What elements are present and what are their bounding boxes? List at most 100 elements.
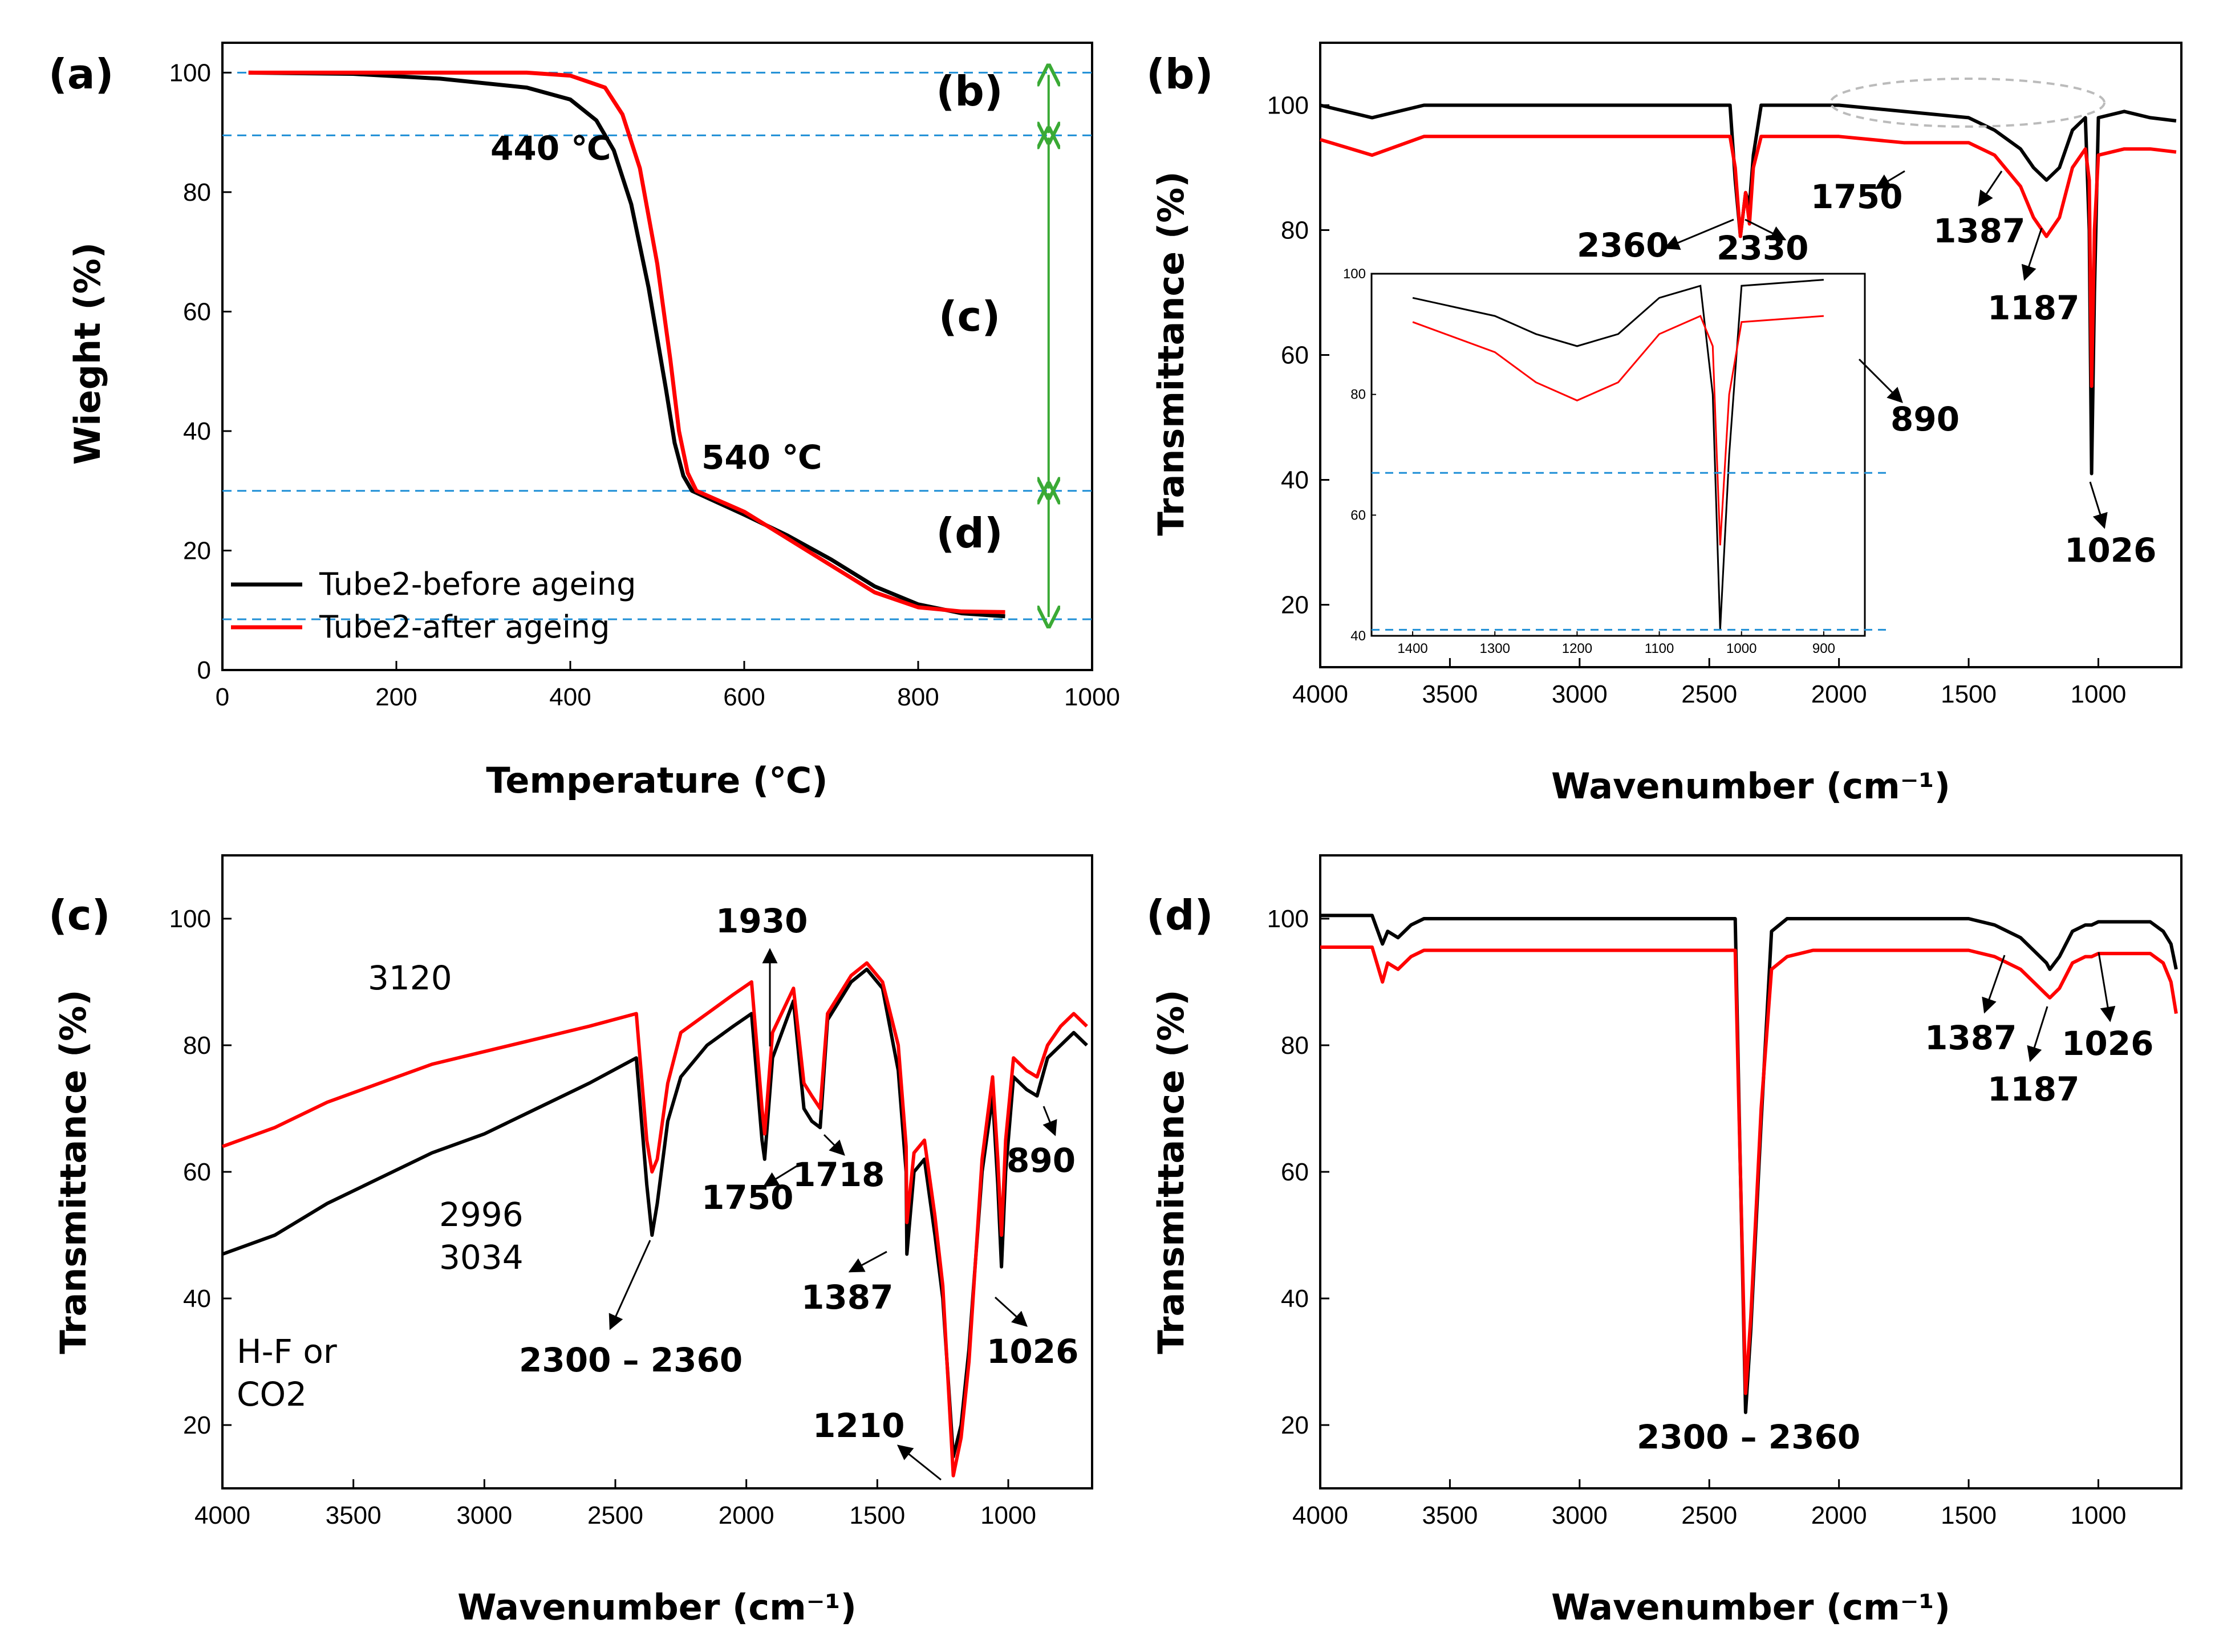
b-x-tick-label: 3500 [1422, 680, 1478, 708]
panel-label-c: (c) [48, 891, 111, 939]
series-group-d [1320, 914, 2178, 1414]
d-x-tick-label: 2500 [1681, 1501, 1737, 1529]
arrow-1387 [1978, 171, 2003, 207]
annotation-3034: 3034 [439, 1238, 524, 1277]
c-x-tick-label: 1000 [980, 1501, 1036, 1529]
annotation-3120: 3120 [368, 959, 452, 997]
annotation-2360: 2360 [1577, 226, 1669, 265]
inset-x-tick-label: 900 [1812, 641, 1835, 656]
annotation-1026-d: 1026 [2062, 1024, 2153, 1063]
b-x-tick-label: 3000 [1552, 680, 1608, 708]
a-x-tick-label: 600 [723, 683, 765, 711]
annotation-hf: H-F or [237, 1332, 337, 1371]
inset-x-tick-label: 1300 [1480, 641, 1510, 656]
d-series-after [1320, 945, 2178, 1395]
c-y-tick-label: 40 [183, 1285, 211, 1313]
ticks-a: 0 200 400 600 800 1000 0 20 40 60 80 100 [169, 59, 1120, 711]
b-y-tick-label: 100 [1267, 92, 1309, 120]
annotation-1387-c: 1387 [801, 1278, 893, 1317]
annotation-1187-d: 1187 [1987, 1070, 2079, 1109]
arrow-1026 [2089, 481, 2108, 529]
c-y-tick-label: 100 [169, 905, 211, 933]
a-x-tick-label: 400 [549, 683, 591, 711]
panel-d: (d) 4000 3500 3000 2500 2000 1500 1000 20 40 60 80… [1146, 854, 2182, 1628]
panel-c: (c) 4000 3500 3000 2500 2000 1500 1000 20 40 60 80… [48, 854, 1093, 1628]
annotation-1750: 1750 [1811, 177, 1902, 216]
d-y-tick-label: 60 [1281, 1158, 1309, 1186]
arrow-2330 [1745, 218, 1787, 241]
d-x-tick-label: 2000 [1811, 1501, 1867, 1529]
a-y-tick-label: 40 [183, 417, 211, 445]
c-y-tick-label: 80 [183, 1032, 211, 1060]
arrow-1750-c [762, 1162, 802, 1187]
a-y-tick-label: 0 [197, 656, 211, 684]
x-axis-label-d: Wavenumber (cm⁻¹) [1551, 1586, 1950, 1628]
plot-frame-c [221, 854, 1093, 1489]
c-series-before [221, 967, 1088, 1459]
series-group-a [248, 70, 1005, 619]
annotation-1026: 1026 [2064, 531, 2156, 570]
b-x-tick-label: 2500 [1681, 680, 1737, 708]
c-y-tick-label: 60 [183, 1158, 211, 1186]
inset-frame [1370, 273, 1866, 637]
inset-b: 1400 1300 1200 1100 1000 900 40 60 80 100 [1343, 266, 1888, 656]
arrow-1387-c [848, 1251, 887, 1273]
plot-frame-a [221, 42, 1093, 671]
inset-y-tick-label: 60 [1350, 508, 1366, 523]
annotation-1187: 1187 [1987, 289, 2079, 327]
inset-series [1372, 279, 1888, 631]
ticks-b: 4000 3500 3000 2500 2000 1500 1000 20 40 60 80 100 [1267, 92, 2127, 709]
arrow-1718 [823, 1134, 845, 1156]
a-x-tick-label: 200 [375, 683, 417, 711]
c-y-tick-label: 20 [183, 1411, 211, 1439]
a-x-tick-label: 0 [216, 683, 229, 711]
b-y-tick-label: 60 [1281, 342, 1309, 370]
annotation-1718: 1718 [793, 1155, 885, 1194]
inset-y-tick-label: 40 [1350, 628, 1366, 644]
arrow-1387-d [1982, 955, 2006, 1014]
annotation-2300-2360-c: 2300 – 2360 [519, 1341, 743, 1379]
d-x-tick-label: 1500 [1941, 1501, 1997, 1529]
d-y-tick-label: 40 [1281, 1285, 1309, 1313]
panel-label-b: (b) [1146, 50, 1213, 98]
inset-x-tick-label: 1000 [1726, 641, 1756, 656]
b-y-tick-label: 20 [1281, 591, 1309, 619]
b-x-tick-label: 1000 [2071, 680, 2127, 708]
region-label-d: (d) [936, 509, 1003, 557]
c-x-tick-label: 3000 [456, 1501, 512, 1529]
arrow-1187-d [2027, 1006, 2048, 1062]
y-axis-label-d: Transmittance (%) [1150, 989, 1192, 1354]
arrow-890-c [1042, 1106, 1057, 1136]
arrow-2360 [1664, 218, 1734, 250]
annotation-540: 540 ℃ [701, 438, 822, 477]
y-axis-label-a: Wieght (%) [67, 242, 108, 465]
annotation-440: 440 ℃ [490, 129, 611, 168]
panel-label-d: (d) [1146, 891, 1213, 939]
annotation-890-c: 890 [1007, 1141, 1076, 1180]
a-x-tick-label: 800 [897, 683, 939, 711]
c-x-tick-label: 1500 [849, 1501, 905, 1529]
inset-x-tick-label: 1400 [1397, 641, 1427, 656]
region-label-c: (c) [939, 293, 1001, 340]
inset-ticks: 1400 1300 1200 1100 1000 900 40 60 80 100 [1343, 266, 1835, 656]
c-series-after [221, 961, 1088, 1478]
a-y-tick-label: 60 [183, 298, 211, 326]
a-y-tick-label: 100 [169, 59, 211, 87]
region-label-b: (b) [936, 67, 1003, 115]
d-x-tick-label: 3500 [1422, 1501, 1478, 1529]
c-x-tick-label: 2500 [587, 1501, 643, 1529]
legend-label-after: Tube2-after ageing [319, 609, 610, 645]
a-y-tick-label: 20 [183, 537, 211, 565]
b-y-tick-label: 80 [1281, 217, 1309, 245]
reference-lines-a [222, 71, 1092, 620]
annotation-co2: CO2 [237, 1375, 307, 1414]
b-x-tick-label: 1500 [1941, 680, 1997, 708]
inset-series-after [1412, 315, 1824, 546]
a-series-before [248, 70, 1005, 619]
panel-a: (a) 0 200 400 600 800 1000 0 20 40 60 80 100 Temper… [48, 42, 1120, 801]
annotation-2300-2360-d: 2300 – 2360 [1637, 1418, 1860, 1456]
series-group-c [221, 961, 1088, 1478]
annotation-1387-d: 1387 [1925, 1018, 2017, 1057]
c-x-tick-label: 2000 [719, 1501, 774, 1529]
y-axis-label-c: Transmittance (%) [52, 989, 94, 1354]
